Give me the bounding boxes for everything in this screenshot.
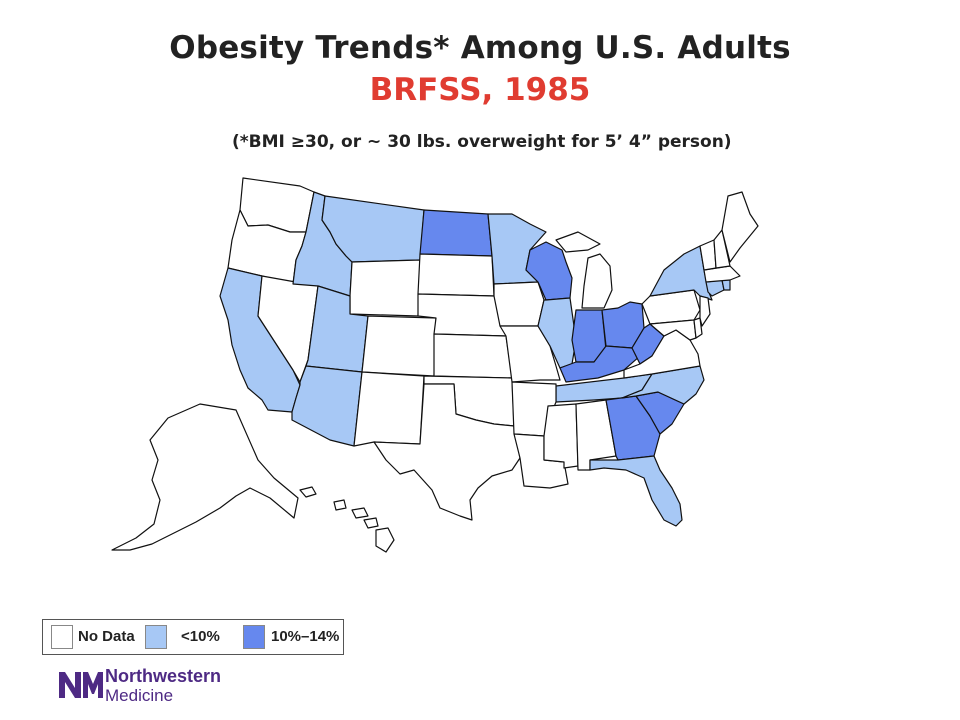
logo-wordmark: Northwestern Medicine: [105, 666, 222, 706]
map-title: Obesity Trends* Among U.S. Adults: [169, 30, 791, 66]
northwestern-medicine-logo-icon: [59, 672, 103, 698]
state-south-dakota: [417, 253, 495, 297]
state-arizona: [291, 365, 363, 447]
state-new-mexico: [353, 371, 425, 447]
state-iowa: [493, 281, 545, 327]
state-washington: [239, 177, 315, 233]
state-maine: [721, 191, 759, 263]
state-hawaii: [299, 486, 395, 553]
state-virginia: [623, 329, 701, 379]
state-north-dakota: [419, 209, 493, 257]
logo-line2: Medicine: [105, 686, 174, 705]
map-legend: No Data <10% 10%–14%: [42, 619, 344, 655]
state-wisconsin: [525, 241, 573, 301]
state-rhode-island: [721, 279, 731, 291]
state-michigan-upper: [555, 231, 601, 253]
state-florida: [589, 455, 683, 527]
state-new-jersey: [699, 295, 711, 327]
state-wyoming: [349, 259, 421, 317]
state-texas: [373, 383, 521, 521]
state-colorado: [361, 315, 437, 377]
legend-label-10to14: 10%–14%: [271, 628, 340, 645]
bmi-footnote: (*BMI ≥30, or ~ 30 lbs. overweight for 5…: [232, 132, 732, 152]
map-subtitle: BRFSS, 1985: [369, 72, 591, 108]
logo-line1: Northwestern: [105, 666, 222, 686]
legend-swatch-no-data: [51, 625, 73, 649]
legend-swatch-10to14: [243, 625, 265, 649]
state-kansas: [433, 333, 513, 379]
legend-label-no-data: No Data: [78, 628, 135, 645]
state-michigan-lower: [581, 253, 613, 309]
state-delaware: [693, 317, 703, 339]
legend-label-lt10: <10%: [181, 628, 220, 645]
legend-swatch-lt10: [145, 625, 167, 649]
state-mississippi: [543, 403, 579, 469]
state-new-hampshire: [713, 229, 731, 269]
state-alaska: [111, 403, 299, 551]
